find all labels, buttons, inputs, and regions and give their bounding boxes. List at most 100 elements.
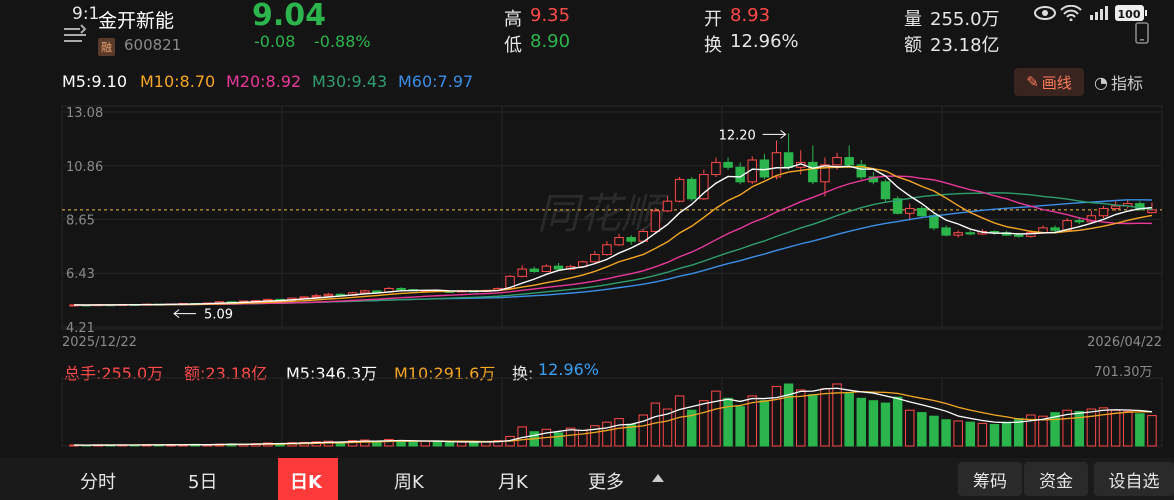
- volume-bar-down: [917, 412, 927, 447]
- candle-down: [929, 215, 939, 229]
- volume-bar-down: [723, 397, 733, 447]
- volume-bar-down: [275, 442, 285, 447]
- candle-up: [1062, 220, 1072, 231]
- volume-m5-label: M5:346.3万: [286, 364, 378, 383]
- volume-bar-up: [93, 444, 104, 447]
- signal-icon: [1086, 5, 1110, 21]
- funds-button[interactable]: 资金: [1024, 462, 1088, 496]
- volume-bar-up: [602, 421, 612, 447]
- volume-bar-up: [178, 444, 188, 447]
- amount-value: 23.18亿: [930, 35, 1000, 56]
- draw-line-button[interactable]: ✎ 画线: [1014, 68, 1084, 96]
- chips-button[interactable]: 筹码: [958, 462, 1022, 496]
- candle-down: [372, 290, 382, 293]
- volume-bar-down: [1135, 413, 1145, 447]
- tab-weekly-k[interactable]: 周K: [394, 472, 424, 493]
- volume-bar-down: [686, 409, 697, 447]
- candle-down: [892, 198, 903, 214]
- low-value: 8.90: [530, 31, 571, 52]
- volume-bar-up: [202, 444, 213, 447]
- open-label: 开: [704, 9, 722, 30]
- volume-bar-down: [1074, 410, 1085, 447]
- wifi-icon: [1060, 5, 1082, 21]
- candle-down: [686, 178, 697, 200]
- volume-bar-up: [347, 440, 358, 447]
- volume-bar-down: [529, 431, 540, 447]
- volume-bar-up: [953, 420, 963, 447]
- more-caret-icon[interactable]: [652, 474, 664, 482]
- candle-up: [590, 254, 600, 263]
- volume-max-label: 701.30万: [1094, 365, 1153, 380]
- volume-m10-label: M10:291.6万: [394, 364, 496, 383]
- volume-bar-up: [299, 441, 309, 447]
- candle-up: [323, 293, 334, 297]
- volume-bar-up: [674, 395, 685, 447]
- volume-bar-up: [614, 418, 624, 447]
- indicator-button[interactable]: ◔ 指标: [1094, 70, 1143, 94]
- y-tick-label: 13.08: [66, 106, 103, 121]
- svg-text:100: 100: [1118, 8, 1141, 21]
- candle-up: [602, 244, 612, 256]
- volume-bar-up: [263, 442, 273, 447]
- candle-up: [820, 164, 830, 183]
- volume-bar-down: [81, 444, 91, 447]
- gauge-icon: ◔: [1094, 72, 1108, 92]
- candle-down: [783, 152, 794, 168]
- volume-bar-down: [190, 443, 200, 447]
- candle-down: [965, 232, 976, 235]
- volume-bar-up: [699, 400, 709, 447]
- volume-bar-up: [456, 441, 467, 447]
- volume-bar-up: [1062, 409, 1072, 447]
- volume-bar-up: [505, 435, 515, 447]
- volume-value: 255.0万: [930, 9, 1000, 30]
- y-tick-label: 6.43: [66, 267, 95, 282]
- ma5-label: M5:9.10: [62, 72, 127, 91]
- margin-badge: 融: [98, 38, 115, 56]
- candle-up: [1026, 232, 1036, 237]
- volume-bar-up: [1110, 409, 1121, 447]
- tab-daily-k[interactable]: 日K: [290, 472, 322, 493]
- eye-icon: [1034, 6, 1056, 20]
- kline-chart[interactable]: 13.08 10.86 8.65 6.43 4.21 同花顺 12.20 5.09 2025/1…: [0, 0, 1174, 360]
- candle-up: [1110, 205, 1121, 209]
- end-date-label: 2026/04/22: [1087, 335, 1162, 350]
- volume-bar-up: [662, 408, 673, 447]
- candle-down: [880, 181, 891, 200]
- ma30-label: M30:9.43: [312, 72, 388, 91]
- candle-up: [299, 296, 309, 299]
- candle-up: [747, 159, 758, 183]
- volume-bar-down: [553, 432, 564, 447]
- add-watchlist-button[interactable]: 设自选: [1094, 462, 1174, 496]
- candle-up: [953, 232, 963, 236]
- volume-bar-down: [335, 441, 346, 447]
- candle-up: [904, 207, 915, 214]
- stock-code: 600821: [124, 36, 182, 54]
- candle-down: [917, 207, 927, 217]
- tab-monthly-k[interactable]: 月K: [498, 472, 528, 493]
- volume-bar-up: [1122, 410, 1133, 447]
- volume-bar-up: [577, 430, 588, 447]
- volume-bar-up: [1098, 407, 1109, 447]
- volume-ma-line-m5: [74, 387, 1153, 446]
- tab-daily-k-active[interactable]: [278, 458, 338, 500]
- volume-bar-down: [154, 444, 164, 447]
- volume-bar-up: [1026, 414, 1036, 447]
- volume-bar-down: [735, 406, 745, 447]
- candle-up: [517, 268, 527, 277]
- tab-5day[interactable]: 5日: [188, 472, 218, 493]
- y-tick-label: 4.21: [66, 321, 95, 336]
- volume-bar-up: [771, 385, 782, 447]
- candle-down: [941, 227, 951, 236]
- volume-bar-up: [711, 390, 721, 447]
- volume-bar-down: [1013, 418, 1024, 447]
- tab-more[interactable]: 更多: [588, 472, 624, 493]
- y-tick-label: 10.86: [66, 160, 103, 175]
- ma10-label: M10:8.70: [140, 72, 216, 91]
- volume-bar-up: [287, 442, 297, 447]
- candle-down: [1050, 227, 1060, 231]
- tab-intraday[interactable]: 分时: [80, 472, 116, 493]
- volume-bar-down: [856, 397, 867, 447]
- candle-up: [614, 237, 624, 246]
- menu-icon[interactable]: [62, 24, 88, 42]
- phone-icon[interactable]: [1132, 22, 1152, 44]
